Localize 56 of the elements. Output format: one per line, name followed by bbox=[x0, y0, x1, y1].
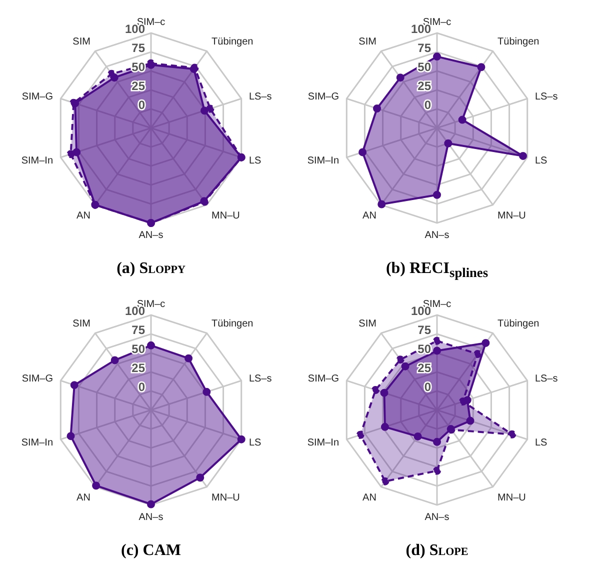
spoke-label: LS–s bbox=[248, 92, 272, 103]
spoke-label: AN bbox=[362, 210, 376, 222]
y-tick-label: 50 bbox=[418, 60, 432, 74]
y-tick-label: 0 bbox=[424, 380, 432, 394]
y-tick-label: 75 bbox=[132, 41, 146, 55]
spoke-label: SIM–G bbox=[22, 374, 54, 385]
spoke-label: MN–U bbox=[498, 492, 526, 504]
spoke-label: LS bbox=[248, 437, 262, 448]
spoke-label: AN bbox=[362, 492, 376, 504]
y-tick-label: 75 bbox=[418, 323, 432, 337]
spoke-label: SIM–G bbox=[22, 92, 54, 103]
spoke-label: Tübingen bbox=[212, 318, 254, 330]
spoke-label: MN–U bbox=[212, 492, 240, 504]
spoke-label: LS–s bbox=[534, 374, 558, 385]
spoke-label: SIM bbox=[358, 36, 376, 48]
y-tick-label: 50 bbox=[132, 60, 146, 74]
spoke-label: LS bbox=[248, 155, 262, 166]
spoke-label: SIM–G bbox=[308, 374, 340, 385]
y-tick-label: 25 bbox=[418, 361, 432, 375]
y-tick-label: 25 bbox=[418, 79, 432, 93]
spoke-label: AN bbox=[76, 492, 90, 504]
spoke-label: AN–s bbox=[424, 512, 450, 524]
spoke-label: SIM bbox=[358, 318, 376, 330]
spoke-label: LS–s bbox=[248, 374, 272, 385]
spoke-label: LS–s bbox=[534, 92, 558, 103]
spoke-label: Tübingen bbox=[498, 318, 540, 330]
y-tick-label: 25 bbox=[132, 361, 146, 375]
spoke-label: SIM–In bbox=[307, 437, 340, 448]
y-tick-label: 50 bbox=[132, 342, 146, 356]
spoke-label: SIM–In bbox=[21, 155, 54, 166]
y-tick-label: 50 bbox=[418, 342, 432, 356]
spoke-label: AN bbox=[76, 210, 90, 222]
y-tick-label: 75 bbox=[132, 323, 146, 337]
spoke-label: MN–U bbox=[212, 210, 240, 222]
spoke-label: MN–U bbox=[498, 210, 526, 222]
text: (b) RECI$_{splines}$ bbox=[386, 260, 488, 280]
spoke-label: Tübingen bbox=[498, 36, 540, 48]
y-tick-label: 75 bbox=[418, 41, 432, 55]
y-tick-label: 25 bbox=[132, 79, 146, 93]
spoke-label: AN–s bbox=[424, 230, 450, 242]
spoke-label: AN–s bbox=[138, 230, 164, 242]
spoke-label: SIM–G bbox=[308, 92, 340, 103]
text: (c) CAM bbox=[121, 542, 181, 559]
spoke-label: LS bbox=[534, 437, 548, 448]
y-tick-label: 0 bbox=[138, 380, 146, 394]
spoke-label: LS bbox=[534, 155, 548, 166]
text: (d) Slope bbox=[406, 542, 468, 559]
y-tick-label: 0 bbox=[424, 98, 432, 112]
spoke-label: SIM–In bbox=[21, 437, 54, 448]
spoke-label: SIM–In bbox=[307, 155, 340, 166]
spoke-label: Tübingen bbox=[212, 36, 254, 48]
spoke-label: AN–s bbox=[138, 512, 164, 524]
spoke-label: SIM bbox=[72, 318, 90, 330]
spoke-label: SIM bbox=[72, 36, 90, 48]
text: (a) Sloppy bbox=[116, 260, 186, 277]
y-tick-label: 0 bbox=[138, 98, 146, 112]
